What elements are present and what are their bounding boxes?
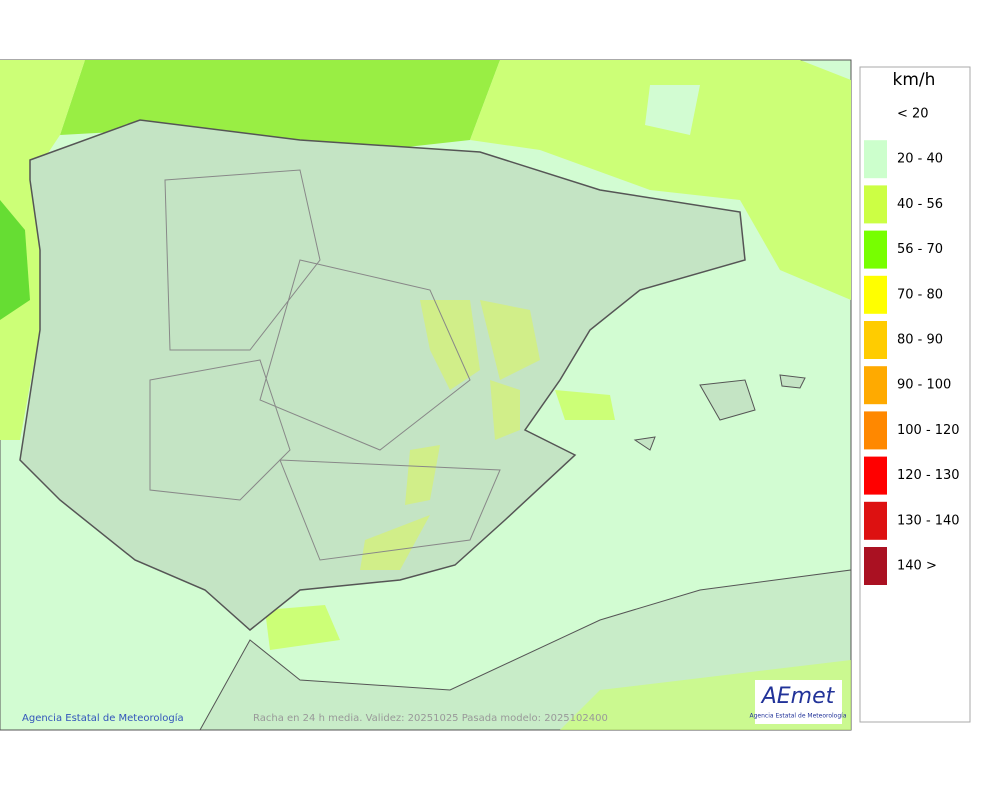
legend-label: 120 - 130 bbox=[897, 468, 960, 483]
legend-label: 130 - 140 bbox=[897, 513, 960, 528]
legend-swatch bbox=[864, 456, 887, 495]
logo-box bbox=[755, 680, 842, 724]
gust-zone bbox=[360, 300, 540, 570]
balearic-islands bbox=[633, 374, 806, 451]
logo: AEmet bbox=[760, 684, 836, 709]
caption: Racha en 24 h media. Validez: 20251025 P… bbox=[253, 713, 608, 724]
legend-label: 40 - 56 bbox=[897, 197, 943, 212]
sea-patch bbox=[645, 85, 700, 135]
legend-swatch bbox=[864, 95, 887, 133]
logo-subtitle: Agencia Estatal de Meteorología bbox=[750, 713, 847, 720]
legend-swatch bbox=[864, 501, 887, 540]
legend-label: 56 - 70 bbox=[897, 242, 943, 257]
borders bbox=[149, 169, 501, 561]
gust-zone bbox=[470, 60, 851, 300]
gust-zone bbox=[265, 605, 340, 650]
gust-zone bbox=[555, 390, 615, 420]
legend-swatch bbox=[864, 411, 887, 450]
legend-swatch bbox=[864, 321, 887, 359]
legend-label: 140 > bbox=[897, 559, 937, 574]
legend-swatch bbox=[864, 366, 887, 405]
legend-unit: km/h bbox=[893, 70, 936, 90]
legend-swatch bbox=[864, 140, 887, 179]
legend: km/h < 20 20 - 40 40 - 56 56 - 70 70 - 80 80 … bbox=[859, 66, 971, 723]
legend-swatch bbox=[864, 185, 887, 224]
legend-label: 80 - 90 bbox=[897, 333, 943, 348]
credit: Agencia Estatal de Meteorología bbox=[22, 712, 184, 724]
map: Agencia Estatal de Meteorología Racha en… bbox=[0, 59, 852, 731]
legend-swatch bbox=[864, 230, 887, 269]
gust-zone bbox=[0, 200, 30, 320]
iberia bbox=[19, 119, 746, 631]
legend-label: 20 - 40 bbox=[897, 152, 943, 167]
legend-label: 70 - 80 bbox=[897, 287, 943, 302]
legend-label: < 20 bbox=[897, 107, 929, 122]
legend-swatch bbox=[864, 547, 887, 585]
legend-label: 100 - 120 bbox=[897, 423, 960, 438]
legend-swatch bbox=[864, 275, 887, 314]
legend-label: 90 - 100 bbox=[897, 378, 951, 393]
